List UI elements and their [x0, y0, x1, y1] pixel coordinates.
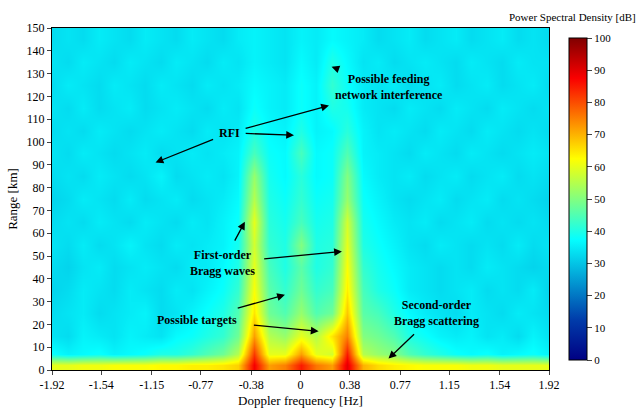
svg-text:30: 30	[33, 295, 45, 309]
svg-text:1.54: 1.54	[489, 378, 510, 392]
svg-text:Power Spectral Density [dB]: Power Spectral Density [dB]	[509, 11, 636, 23]
svg-text:100: 100	[27, 135, 45, 149]
svg-text:50: 50	[594, 193, 606, 205]
svg-text:150: 150	[27, 21, 45, 35]
svg-text:10: 10	[33, 340, 45, 354]
svg-text:-0.38: -0.38	[239, 378, 264, 392]
svg-text:70: 70	[33, 204, 45, 218]
svg-text:90: 90	[33, 158, 45, 172]
svg-text:60: 60	[594, 161, 606, 173]
svg-text:0: 0	[298, 378, 304, 392]
svg-text:-1.15: -1.15	[139, 378, 164, 392]
svg-text:30: 30	[594, 257, 606, 269]
svg-text:Possible feedingnetwork interf: Possible feedingnetwork interference	[335, 72, 443, 102]
svg-text:Possible targets: Possible targets	[157, 313, 237, 327]
svg-text:0: 0	[594, 354, 600, 366]
svg-text:90: 90	[594, 64, 606, 76]
svg-text:Second-orderBragg scattering: Second-orderBragg scattering	[394, 298, 479, 328]
svg-text:40: 40	[33, 272, 45, 286]
svg-text:0: 0	[39, 363, 45, 377]
svg-text:1.15: 1.15	[439, 378, 460, 392]
svg-text:60: 60	[33, 226, 45, 240]
svg-text:130: 130	[27, 67, 45, 81]
svg-text:80: 80	[33, 181, 45, 195]
svg-text:Doppler frequency [Hz]: Doppler frequency [Hz]	[238, 393, 363, 408]
svg-text:10: 10	[594, 322, 606, 334]
svg-text:120: 120	[27, 90, 45, 104]
svg-text:1.92: 1.92	[539, 378, 560, 392]
svg-text:110: 110	[27, 112, 45, 126]
svg-text:20: 20	[33, 318, 45, 332]
svg-text:70: 70	[594, 128, 606, 140]
svg-text:-0.77: -0.77	[188, 378, 213, 392]
svg-text:0.77: 0.77	[390, 378, 411, 392]
svg-text:-1.92: -1.92	[40, 378, 65, 392]
svg-text:RFI: RFI	[219, 126, 240, 140]
svg-text:50: 50	[33, 249, 45, 263]
svg-text:Range [km]: Range [km]	[5, 168, 20, 230]
svg-text:0.38: 0.38	[339, 378, 360, 392]
svg-text:First-orderBragg waves: First-orderBragg waves	[190, 248, 255, 278]
svg-text:20: 20	[594, 289, 606, 301]
svg-text:-1.54: -1.54	[89, 378, 114, 392]
svg-text:80: 80	[594, 96, 606, 108]
svg-text:140: 140	[27, 44, 45, 58]
svg-text:40: 40	[594, 225, 606, 237]
svg-text:100: 100	[594, 32, 611, 44]
